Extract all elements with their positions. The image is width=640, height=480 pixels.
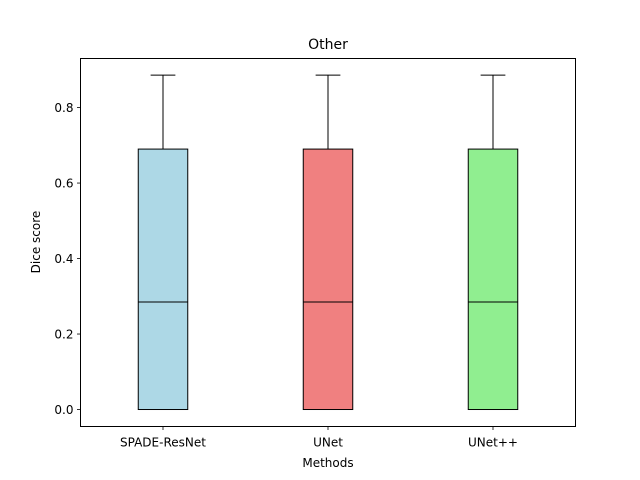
plot-area bbox=[137, 74, 519, 411]
iqr-box bbox=[467, 148, 519, 411]
axes-frame bbox=[80, 58, 576, 427]
x-tick-label: UNet++ bbox=[468, 436, 518, 450]
y-axis-ticks: 0.0 0.2 0.4 0.6 0.8 bbox=[54, 101, 81, 417]
box-3 bbox=[467, 74, 519, 411]
x-axis-ticks: SPADE-ResNet UNet UNet++ bbox=[120, 426, 518, 450]
y-tick-label: 0.4 bbox=[54, 252, 73, 266]
iqr-box bbox=[302, 148, 354, 411]
chart-title: Other bbox=[308, 37, 348, 53]
y-tick-label: 0.0 bbox=[54, 403, 73, 417]
y-tick-label: 0.2 bbox=[54, 328, 73, 342]
box-2 bbox=[302, 74, 354, 411]
x-tick-label: UNet bbox=[313, 436, 343, 450]
y-tick-label: 0.8 bbox=[54, 101, 73, 115]
box-1 bbox=[137, 74, 189, 411]
y-axis-label: Dice score bbox=[29, 211, 43, 274]
iqr-box bbox=[137, 148, 189, 411]
y-tick-label: 0.6 bbox=[54, 177, 73, 191]
x-axis-label: Methods bbox=[302, 456, 353, 470]
x-tick-label: SPADE-ResNet bbox=[120, 436, 206, 450]
